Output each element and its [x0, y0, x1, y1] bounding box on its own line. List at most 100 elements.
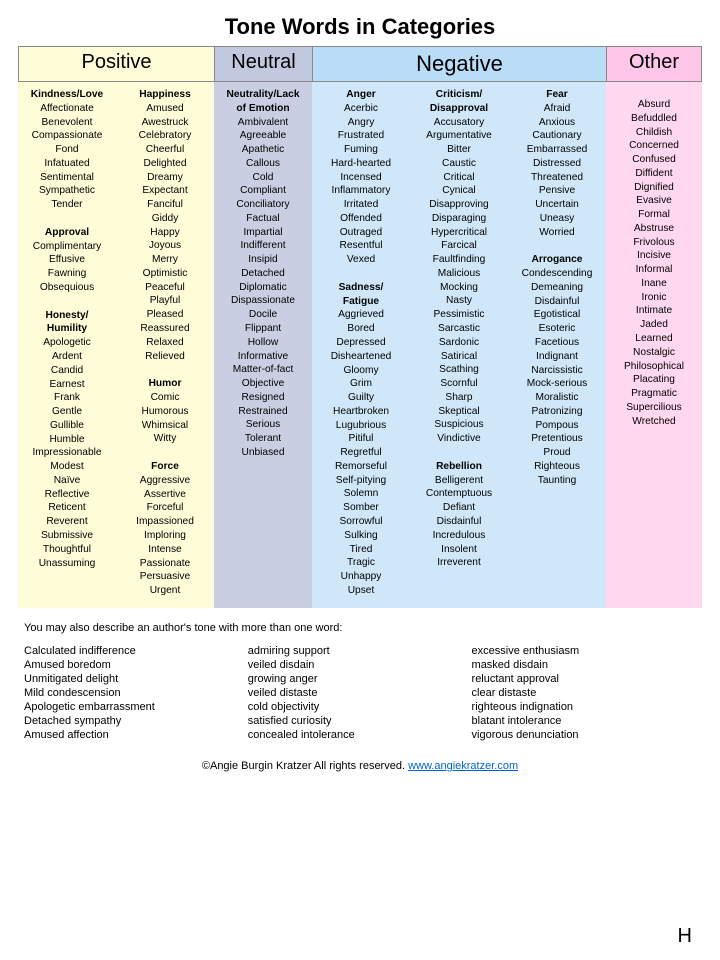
tone-word: Humble: [21, 433, 113, 447]
tone-word: Effusive: [21, 253, 113, 267]
tone-word: Incensed: [315, 171, 407, 185]
phrase: clear distaste: [472, 687, 696, 699]
tone-word: Restrained: [217, 405, 309, 419]
phrase-row: Mild condescensionveiled distasteclear d…: [24, 686, 696, 700]
tone-word: Somber: [315, 501, 407, 515]
tone-word: Remorseful: [315, 460, 407, 474]
tone-word: Diplomatic: [217, 281, 309, 295]
header-neutral: Neutral: [214, 46, 312, 82]
tone-word: Complimentary: [21, 240, 113, 254]
phrase: masked disdain: [472, 659, 696, 671]
tone-word: Dignified: [609, 181, 699, 195]
tone-word: Apathetic: [217, 143, 309, 157]
tone-word: Pleased: [119, 308, 211, 322]
phrase: growing anger: [248, 673, 472, 685]
phrase: Unmitigated delight: [24, 673, 248, 685]
column-1: HappinessAmusedAwestruckCelebratoryCheer…: [116, 82, 214, 608]
column-3: AngerAcerbicAngryFrustratedFumingHard-he…: [312, 82, 410, 608]
tone-word: Disheartened: [315, 350, 407, 364]
tone-word: Distressed: [511, 157, 603, 171]
tone-word: Taunting: [511, 474, 603, 488]
tone-word: Acerbic: [315, 102, 407, 116]
tone-word: Lugubrious: [315, 419, 407, 433]
tone-word: Irritated: [315, 198, 407, 212]
tone-word: Serious: [217, 418, 309, 432]
tone-word: Comic: [119, 391, 211, 405]
tone-word: Cynical: [413, 184, 505, 198]
category-headers: PositiveNeutralNegativeOther: [18, 46, 702, 82]
tone-word: Uncertain: [511, 198, 603, 212]
tone-word: Bored: [315, 322, 407, 336]
tone-word: Frustrated: [315, 129, 407, 143]
tone-word: Informative: [217, 350, 309, 364]
tone-word: Persuasive: [119, 570, 211, 584]
tone-word: Callous: [217, 157, 309, 171]
phrase: Calculated indifference: [24, 645, 248, 657]
tone-word: Humorous: [119, 405, 211, 419]
tone-word: Merry: [119, 253, 211, 267]
tone-word: Docile: [217, 308, 309, 322]
tone-word: Childish: [609, 126, 699, 140]
tone-word: Facetious: [511, 336, 603, 350]
phrase: vigorous denunciation: [472, 729, 696, 741]
subhead: Neutrality/Lackof Emotion: [217, 88, 309, 116]
footer-link[interactable]: www.angiekratzer.com: [408, 760, 518, 772]
phrase: satisfied curiosity: [248, 715, 472, 727]
phrase: Detached sympathy: [24, 715, 248, 727]
tone-word: Moralistic: [511, 391, 603, 405]
tone-word: Passionate: [119, 557, 211, 571]
tone-word: Joyous: [119, 239, 211, 253]
tone-word: Ardent: [21, 350, 113, 364]
subhead: Rebellion: [413, 460, 505, 474]
tone-word: Defiant: [413, 501, 505, 515]
tone-word: Argumentative: [413, 129, 505, 143]
tone-word: Affectionate: [21, 102, 113, 116]
tone-word: Gentle: [21, 405, 113, 419]
subhead: Force: [119, 460, 211, 474]
tone-word: Philosophical: [609, 360, 699, 374]
tone-word: Faultfinding: [413, 253, 505, 267]
tone-word: Mocking: [413, 281, 505, 295]
tone-word: Disdainful: [511, 295, 603, 309]
phrase: concealed intolerance: [248, 729, 472, 741]
phrase: admiring support: [248, 645, 472, 657]
tone-word: Aggrieved: [315, 308, 407, 322]
tone-word: Flippant: [217, 322, 309, 336]
tone-word: Forceful: [119, 501, 211, 515]
tone-word: Indignant: [511, 350, 603, 364]
tone-word: Fanciful: [119, 198, 211, 212]
tone-word: Incredulous: [413, 529, 505, 543]
tone-word: Tender: [21, 198, 113, 212]
tone-word: Indifferent: [217, 239, 309, 253]
page-letter: H: [678, 925, 692, 948]
tone-word: Giddy: [119, 212, 211, 226]
tone-word: Apologetic: [21, 336, 113, 350]
tone-word: Self-pitying: [315, 474, 407, 488]
phrase-row: Detached sympathysatisfied curiosityblat…: [24, 714, 696, 728]
subhead: Arrogance: [511, 253, 603, 267]
tone-word: Uneasy: [511, 212, 603, 226]
tone-word: Objective: [217, 377, 309, 391]
tone-word: Cold: [217, 171, 309, 185]
tone-word: Pretentious: [511, 432, 603, 446]
header-negative: Negative: [312, 46, 606, 82]
tone-word: Dreamy: [119, 171, 211, 185]
tone-word: Unassuming: [21, 557, 113, 571]
tone-word: Expectant: [119, 184, 211, 198]
footer: ©Angie Burgin Kratzer All rights reserve…: [18, 760, 702, 772]
phrase: righteous indignation: [472, 701, 696, 713]
tone-word: Sorrowful: [315, 515, 407, 529]
tone-word: Heartbroken: [315, 405, 407, 419]
tone-word: Unhappy: [315, 570, 407, 584]
phrase: Amused boredom: [24, 659, 248, 671]
tone-word: Sulking: [315, 529, 407, 543]
tone-word: Critical: [413, 171, 505, 185]
tone-word: Nostalgic: [609, 346, 699, 360]
tone-word: Pessimistic: [413, 308, 505, 322]
tone-word: Frank: [21, 391, 113, 405]
tone-word: Formal: [609, 208, 699, 222]
tone-word: Farcical: [413, 239, 505, 253]
subhead: Humor: [119, 377, 211, 391]
tone-word: Whimsical: [119, 419, 211, 433]
tone-word: Esoteric: [511, 322, 603, 336]
